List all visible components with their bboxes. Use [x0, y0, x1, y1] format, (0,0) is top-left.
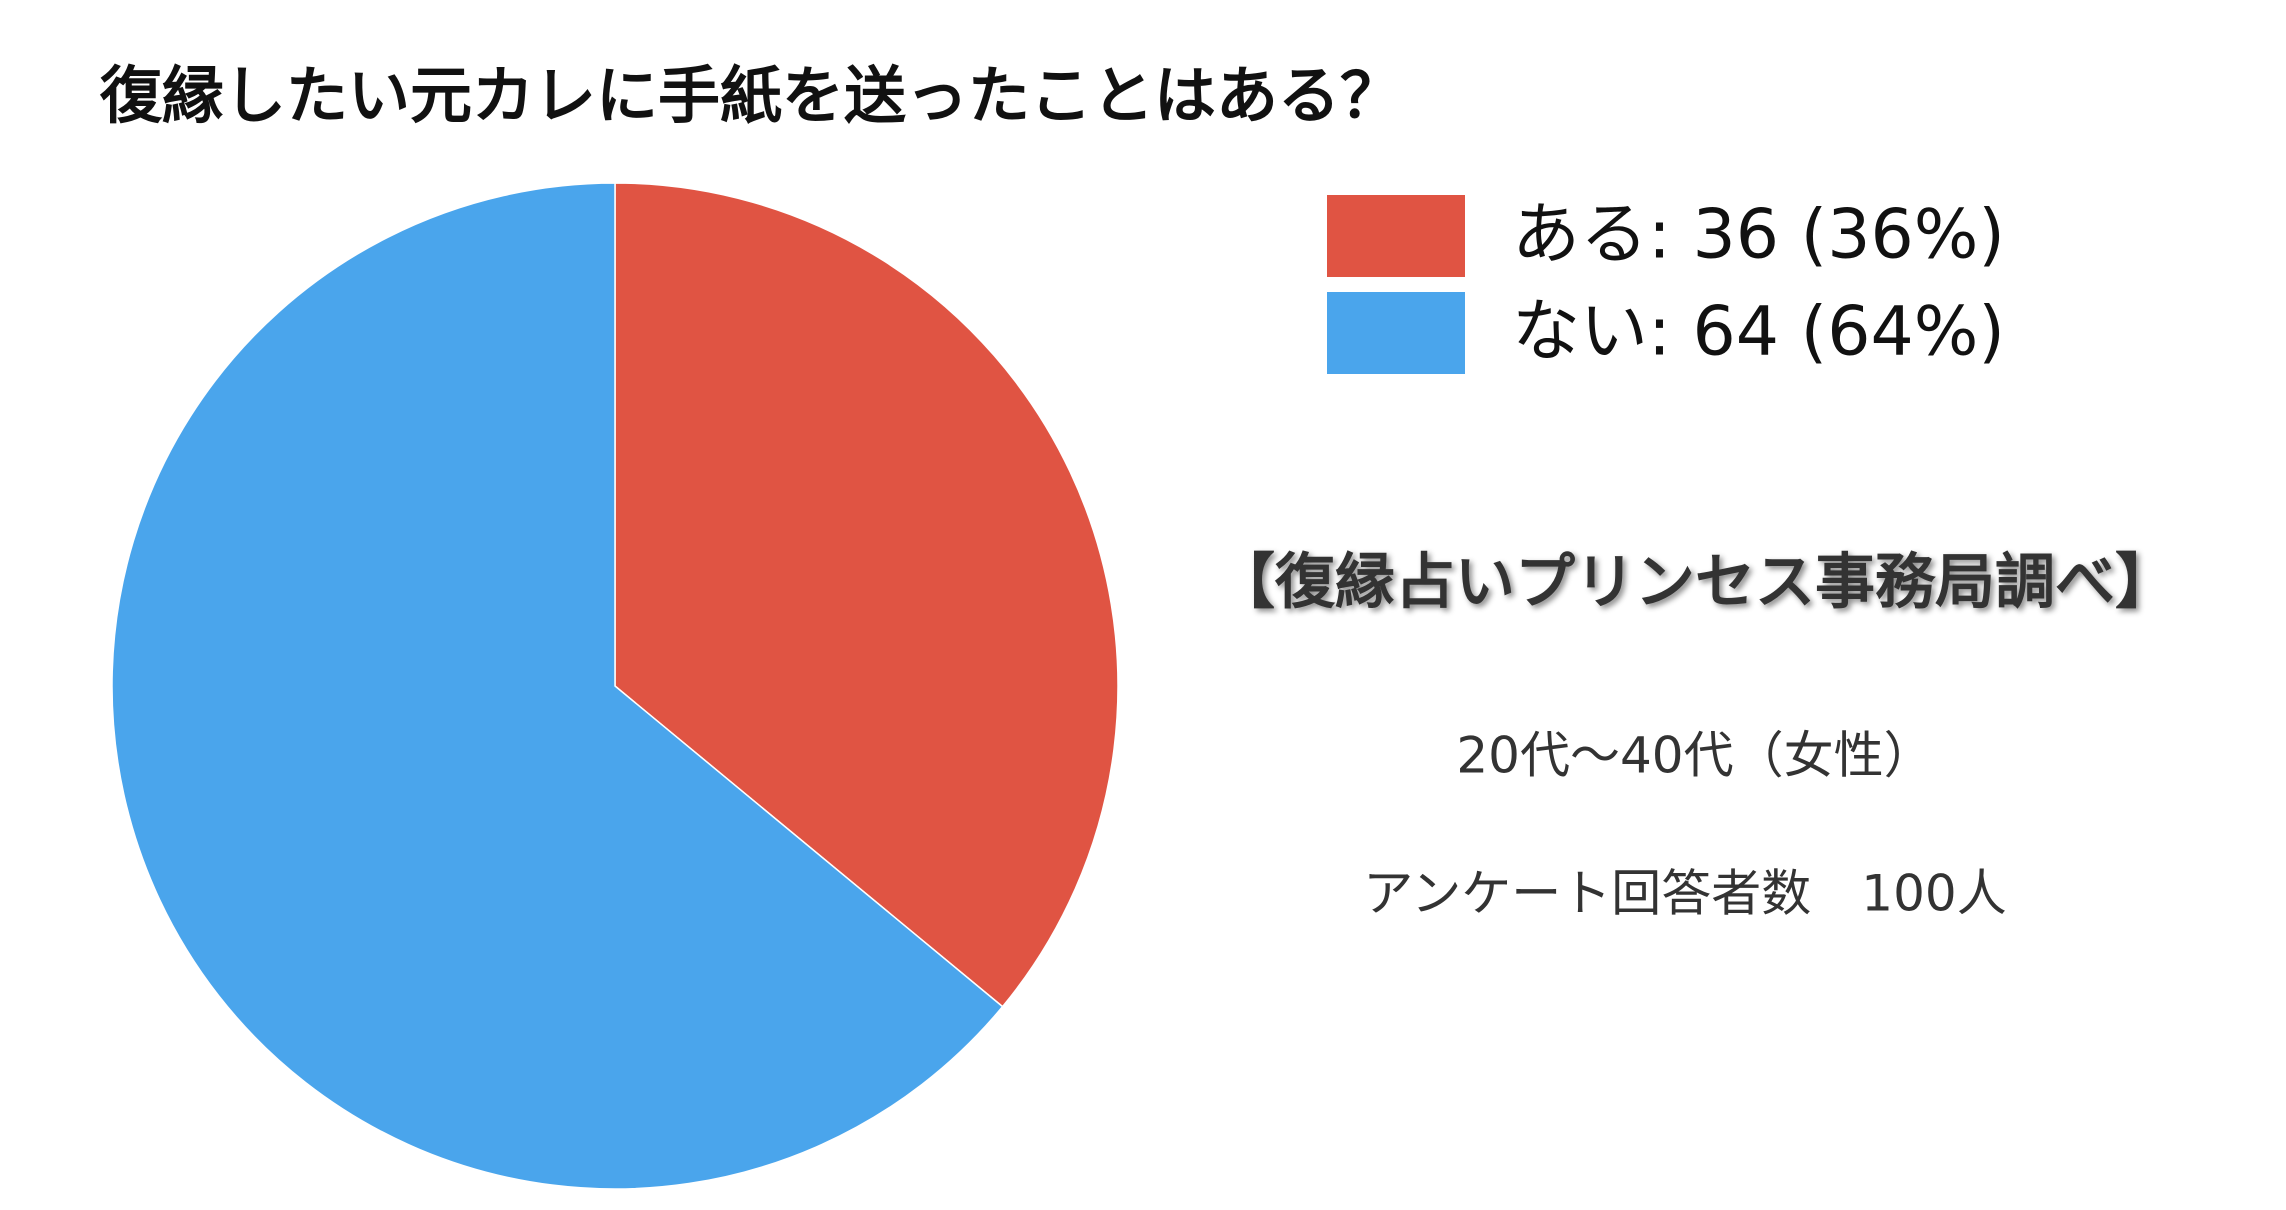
chart-title: 復縁したい元カレに手紙を送ったことはある？: [99, 59, 1402, 132]
legend-swatch: [1327, 195, 1465, 277]
legend-label: ない: 64 (64%): [1512, 293, 2005, 372]
pie: [111, 182, 1119, 1190]
annotation: 【復縁占いプリンセス事務局調べ】: [1215, 548, 2175, 618]
legend: ある: 36 (36%) ない: 64 (64%): [1327, 195, 2005, 374]
legend-swatch: [1327, 292, 1465, 374]
pie-slice: [614, 182, 1119, 1008]
annotation: 20代〜40代（女性）: [1456, 727, 1933, 785]
pie-slice: [111, 182, 1004, 1190]
annotation: アンケート回答者数 100人: [1363, 865, 2006, 923]
legend-label: ある: 36 (36%): [1512, 196, 2005, 275]
